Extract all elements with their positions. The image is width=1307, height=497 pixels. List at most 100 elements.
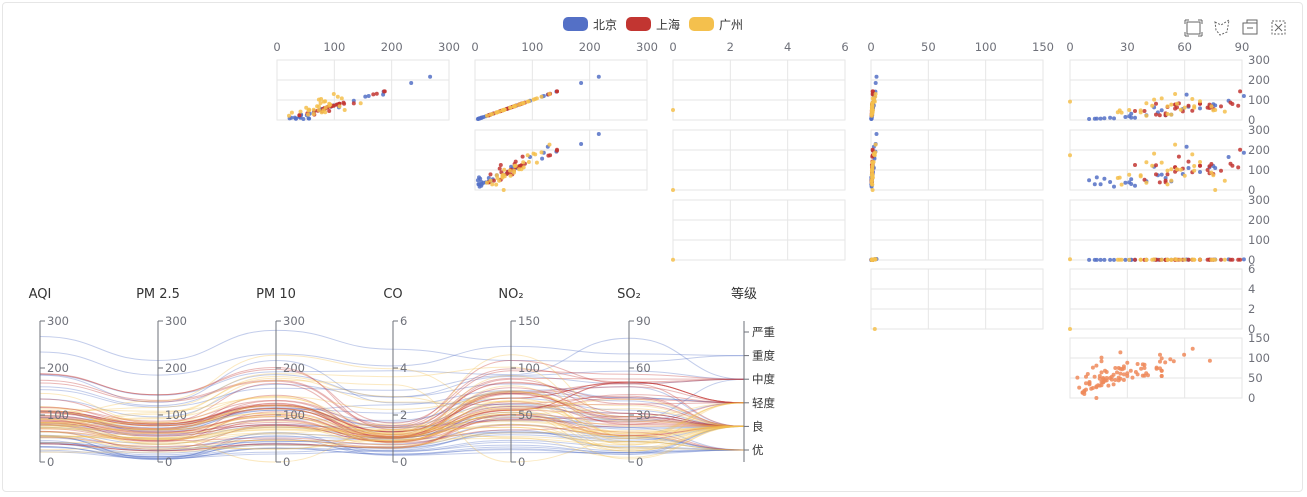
scatter-point	[374, 91, 379, 96]
scatter-point	[525, 153, 530, 158]
scatter-point	[1108, 180, 1113, 184]
scatter-point	[1108, 376, 1113, 380]
rect-select-icon[interactable]	[1184, 19, 1203, 37]
scatter-point	[301, 117, 306, 121]
scatter-point	[870, 257, 875, 262]
legend-swatch-shanghai	[626, 17, 651, 31]
scatter-point	[1133, 257, 1137, 262]
scatter-point	[1219, 168, 1223, 173]
scatter-point	[1125, 374, 1130, 378]
parallel-axis-name: PM 2.5	[136, 287, 180, 302]
scatter-point	[316, 97, 321, 102]
scatter-point	[488, 112, 493, 117]
scatter-point	[869, 112, 874, 117]
scatter-point	[1192, 164, 1197, 168]
scatter-point	[520, 154, 525, 159]
scatter-point	[869, 178, 874, 183]
scatter-point	[307, 116, 312, 121]
parallel-category-label: 轻度	[752, 396, 775, 410]
scatter-point	[1115, 370, 1119, 375]
scatter-point	[1084, 387, 1088, 392]
parallel-category-label: 严重	[752, 325, 775, 339]
x-tick-label: 0	[471, 40, 478, 54]
scatter-point	[1129, 111, 1134, 116]
parallel-axis-name: 等级	[731, 286, 757, 302]
keep-selection-icon[interactable]	[1242, 19, 1258, 35]
scatter-point	[479, 182, 484, 186]
scatter-point	[371, 92, 376, 97]
scatter-point	[1165, 168, 1170, 173]
scatter-point	[1173, 142, 1178, 147]
panel-border	[1069, 337, 1243, 399]
panel-border	[870, 268, 1044, 330]
scatter-point	[1139, 366, 1144, 371]
scatter-point	[521, 101, 526, 106]
scatter-point	[289, 110, 294, 115]
scatter-point	[1090, 386, 1095, 390]
x-tick-label: 2	[727, 40, 734, 54]
scatter-panel-r2-c2	[671, 199, 846, 262]
scatter-point	[517, 167, 522, 172]
scatter-point	[1150, 163, 1155, 168]
scatter-point	[1178, 167, 1183, 172]
scatter-point	[517, 164, 522, 169]
scatter-point	[1165, 257, 1170, 262]
scatter-point	[328, 102, 333, 107]
scatter-point	[1169, 102, 1174, 107]
scatter-point	[318, 101, 323, 105]
scatter-point	[1102, 257, 1107, 262]
scatter-point	[870, 147, 875, 152]
scatter-point	[1102, 176, 1107, 181]
clear-selection-icon[interactable]	[1271, 20, 1286, 35]
scatter-point	[1236, 103, 1241, 108]
scatter-point	[1092, 182, 1097, 187]
scatter-point	[1219, 257, 1223, 262]
scatter-point	[1077, 385, 1082, 390]
legend-item-guangzhou[interactable]: 广州	[689, 17, 743, 32]
chart-canvas: 北京 上海 广州	[29, 17, 1286, 469]
scatter-point	[1238, 89, 1243, 94]
scatter-point	[1094, 363, 1099, 368]
scatter-point	[1092, 116, 1097, 121]
parallel-axis: AQI 0 100 200 300	[29, 287, 69, 469]
scatter-point	[870, 174, 875, 179]
scatter-point	[1222, 257, 1227, 262]
scatter-point	[1111, 372, 1116, 377]
parallel-tick-label: 90	[636, 314, 651, 328]
scatter-point	[1165, 172, 1170, 177]
legend-item-beijing[interactable]: 北京	[563, 17, 617, 32]
scatter-point	[488, 172, 493, 177]
toolbox[interactable]	[1184, 18, 1286, 37]
x-tick-label: 0	[1066, 40, 1073, 54]
parallel-axis-name: SO₂	[617, 287, 641, 302]
scatter-point	[1146, 373, 1150, 378]
y-tick-label: 6	[1248, 262, 1255, 276]
x-tick-label: 150	[1032, 40, 1054, 54]
scatter-point	[579, 142, 584, 146]
parallel-tick-label: 200	[283, 361, 305, 375]
scatter-point	[495, 110, 500, 115]
y-tick-label: 200	[1248, 213, 1270, 227]
scatter-point	[1152, 151, 1157, 156]
parallel-category-label: 优	[752, 443, 764, 457]
panel-border	[672, 59, 846, 121]
scatter-point	[540, 156, 545, 161]
scatter-point	[1068, 327, 1072, 331]
y-tick-label: 0	[1248, 322, 1255, 336]
legend-item-shanghai[interactable]: 上海	[626, 17, 680, 32]
polygon-select-icon[interactable]	[1214, 18, 1230, 36]
scatter-point	[1192, 257, 1197, 262]
legend[interactable]: 北京 上海 广州	[563, 17, 743, 32]
scatter-point	[870, 89, 875, 94]
scatter-point	[428, 74, 433, 79]
scatter-point	[1198, 257, 1202, 262]
parallel-tick-label: 0	[165, 455, 172, 469]
scatter-point	[1241, 94, 1246, 98]
scatter-point	[870, 163, 875, 168]
scatter-point	[1159, 257, 1164, 262]
scatter-point	[534, 96, 539, 101]
panel-border	[672, 199, 846, 261]
scatter-point	[1198, 163, 1202, 168]
scatter-point	[1138, 108, 1143, 113]
